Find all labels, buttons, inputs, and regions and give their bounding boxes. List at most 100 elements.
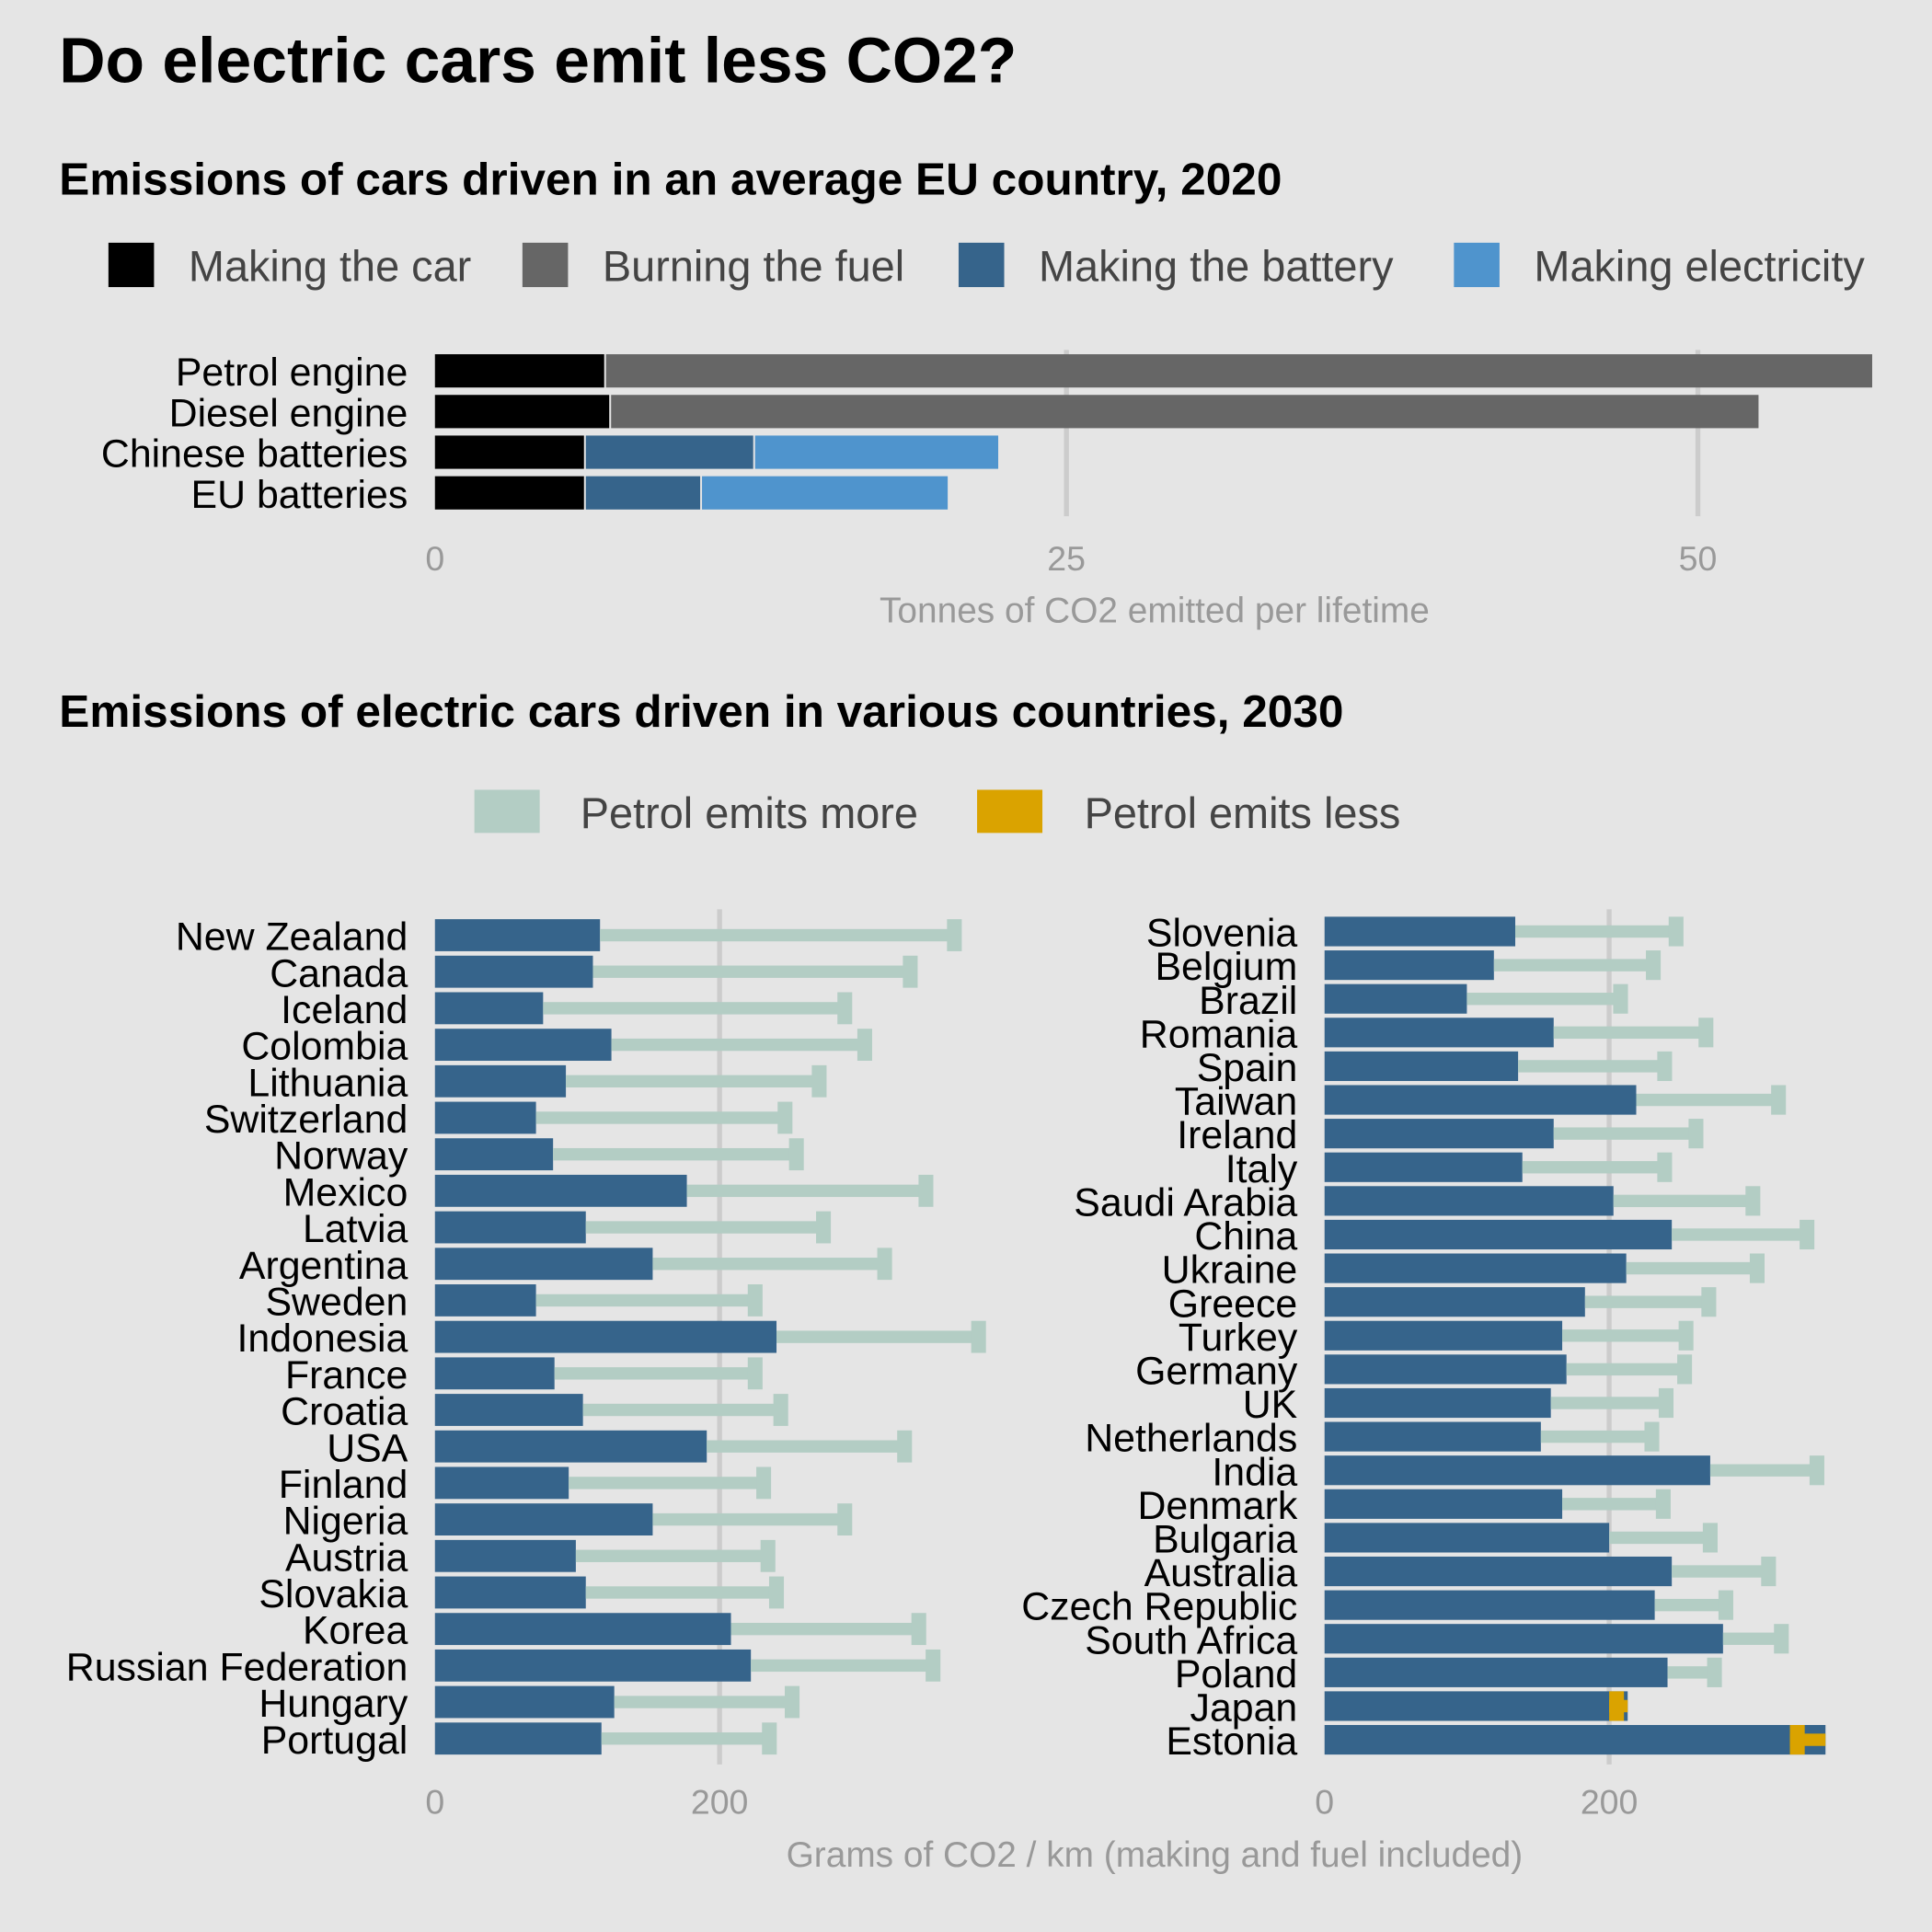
bar-segment-burning-the-fuel [605,354,1872,388]
category-label: Ukraine [1162,1248,1298,1293]
petrol-value-cap [926,1649,941,1682]
electric-bar [434,1357,555,1390]
petrol-difference-line [1584,1295,1709,1308]
petrol-value-cap [1749,1253,1765,1283]
x-tick-label: 200 [691,1782,749,1821]
petrol-value-cap [1771,1085,1787,1115]
top-legend: Making the car Burning the fuel Making the… [108,242,1865,290]
petrol-difference-line [776,1330,979,1343]
category-label: Greece [1168,1282,1298,1326]
petrol-difference-line [1550,1397,1666,1409]
petrol-value-cap [857,1029,872,1062]
petrol-value-cap [816,1211,832,1244]
electric-bar [434,1722,602,1755]
petrol-difference-line [730,1622,919,1636]
electric-bar [1324,1556,1673,1587]
legend-label-making-the-car: Making the car [189,242,471,290]
electric-bar [1324,1152,1523,1182]
electric-bar [434,955,593,988]
petrol-difference-line [1709,1464,1817,1477]
category-label: Sweden [265,1281,408,1325]
petrol-value-cap [837,992,853,1025]
petrol-value-cap [777,1101,793,1134]
x-tick-label: 0 [1315,1782,1334,1821]
petrol-difference-line [1722,1632,1782,1645]
petrol-value-cap [788,1138,804,1171]
electric-bar [434,1101,536,1134]
electric-bar [1324,1320,1563,1351]
category-label: Nigeria [283,1500,408,1544]
category-label: Estonia [1166,1719,1297,1764]
category-label: New Zealand [176,915,408,960]
petrol-difference-line [1654,1598,1726,1612]
petrol-value-cap [1668,916,1684,947]
petrol-difference-line [652,1512,845,1526]
electric-bar [1324,1455,1710,1486]
petrol-value-cap [1657,1152,1673,1182]
electric-bar [1324,1018,1554,1048]
x-tick-label: 0 [425,1782,444,1821]
petrol-value-cap [1644,1421,1660,1452]
category-label: Iceland [281,988,408,1032]
x-tick-label: 200 [1581,1782,1639,1821]
category-label: Norway [274,1134,408,1179]
category-label: EU batteries [191,473,408,517]
electric-bar [434,1613,731,1646]
petrol-value-cap [1678,1320,1694,1351]
electric-bar [1324,1085,1637,1115]
petrol-difference-line [569,1477,765,1489]
electric-bar [434,1576,586,1609]
petrol-value-cap [747,1357,763,1390]
bar-segment-making-the-battery [585,476,701,510]
petrol-value-cap [762,1722,777,1755]
category-label: UK [1243,1383,1298,1427]
category-label: Croatia [281,1390,408,1434]
petrol-value-cap [773,1394,788,1426]
electric-bar [434,1503,653,1535]
petrol-value-cap [1702,1523,1718,1553]
category-label: Denmark [1137,1484,1297,1528]
petrol-difference-line [652,1258,885,1271]
petrol-difference-line [1672,1565,1769,1578]
petrol-difference-line [611,1038,865,1052]
petrol-difference-line [600,928,955,942]
bottom-legend: Petrol emits more Petrol emits less [474,789,1400,837]
electric-bar [434,1320,777,1353]
electric-bar [434,992,544,1025]
category-label: Finland [279,1463,408,1507]
electric-bar [1324,1624,1723,1654]
electric-bar [1324,1253,1627,1283]
bottom-x-axis-title: Grams of CO2 / km (making and fuel inclu… [787,1835,1524,1875]
electric-bar [434,1284,536,1317]
category-label: Bulgaria [1153,1518,1297,1562]
electric-bar [434,1064,567,1098]
category-label: Romania [1140,1012,1298,1056]
petrol-value-cap [1655,1489,1671,1519]
category-label: Indonesia [236,1317,408,1361]
category-label: Spain [1197,1046,1298,1090]
petrol-value-cap [1698,1018,1714,1048]
petrol-value-cap [918,1174,934,1207]
category-label: Mexico [283,1170,408,1214]
electric-bar [434,919,601,951]
electric-bar [434,1685,615,1719]
petrol-value-cap [1718,1590,1733,1620]
petrol-value-cap [1789,1725,1805,1755]
electric-bar [1324,1354,1567,1385]
petrol-value-cap [897,1430,913,1463]
electric-bar [1324,1691,1628,1721]
category-label: Slovenia [1146,912,1298,956]
petrol-value-cap [811,1064,827,1098]
legend-swatch-making-the-car [108,242,155,288]
petrol-value-cap [1658,1387,1674,1419]
right-panel: 0 200 SloveniaBelgiumBrazilRomaniaSpainTai… [1021,909,1826,1821]
bar-segment-making-the-car [434,435,584,469]
petrol-value-cap [1800,1219,1815,1250]
bar-segment-making-electricity [702,476,949,510]
category-label: Taiwan [1175,1080,1297,1124]
category-label: Switzerland [204,1098,408,1142]
petrol-difference-line [1613,1194,1754,1208]
petrol-difference-line [1466,993,1621,1006]
petrol-value-cap [1774,1624,1789,1654]
